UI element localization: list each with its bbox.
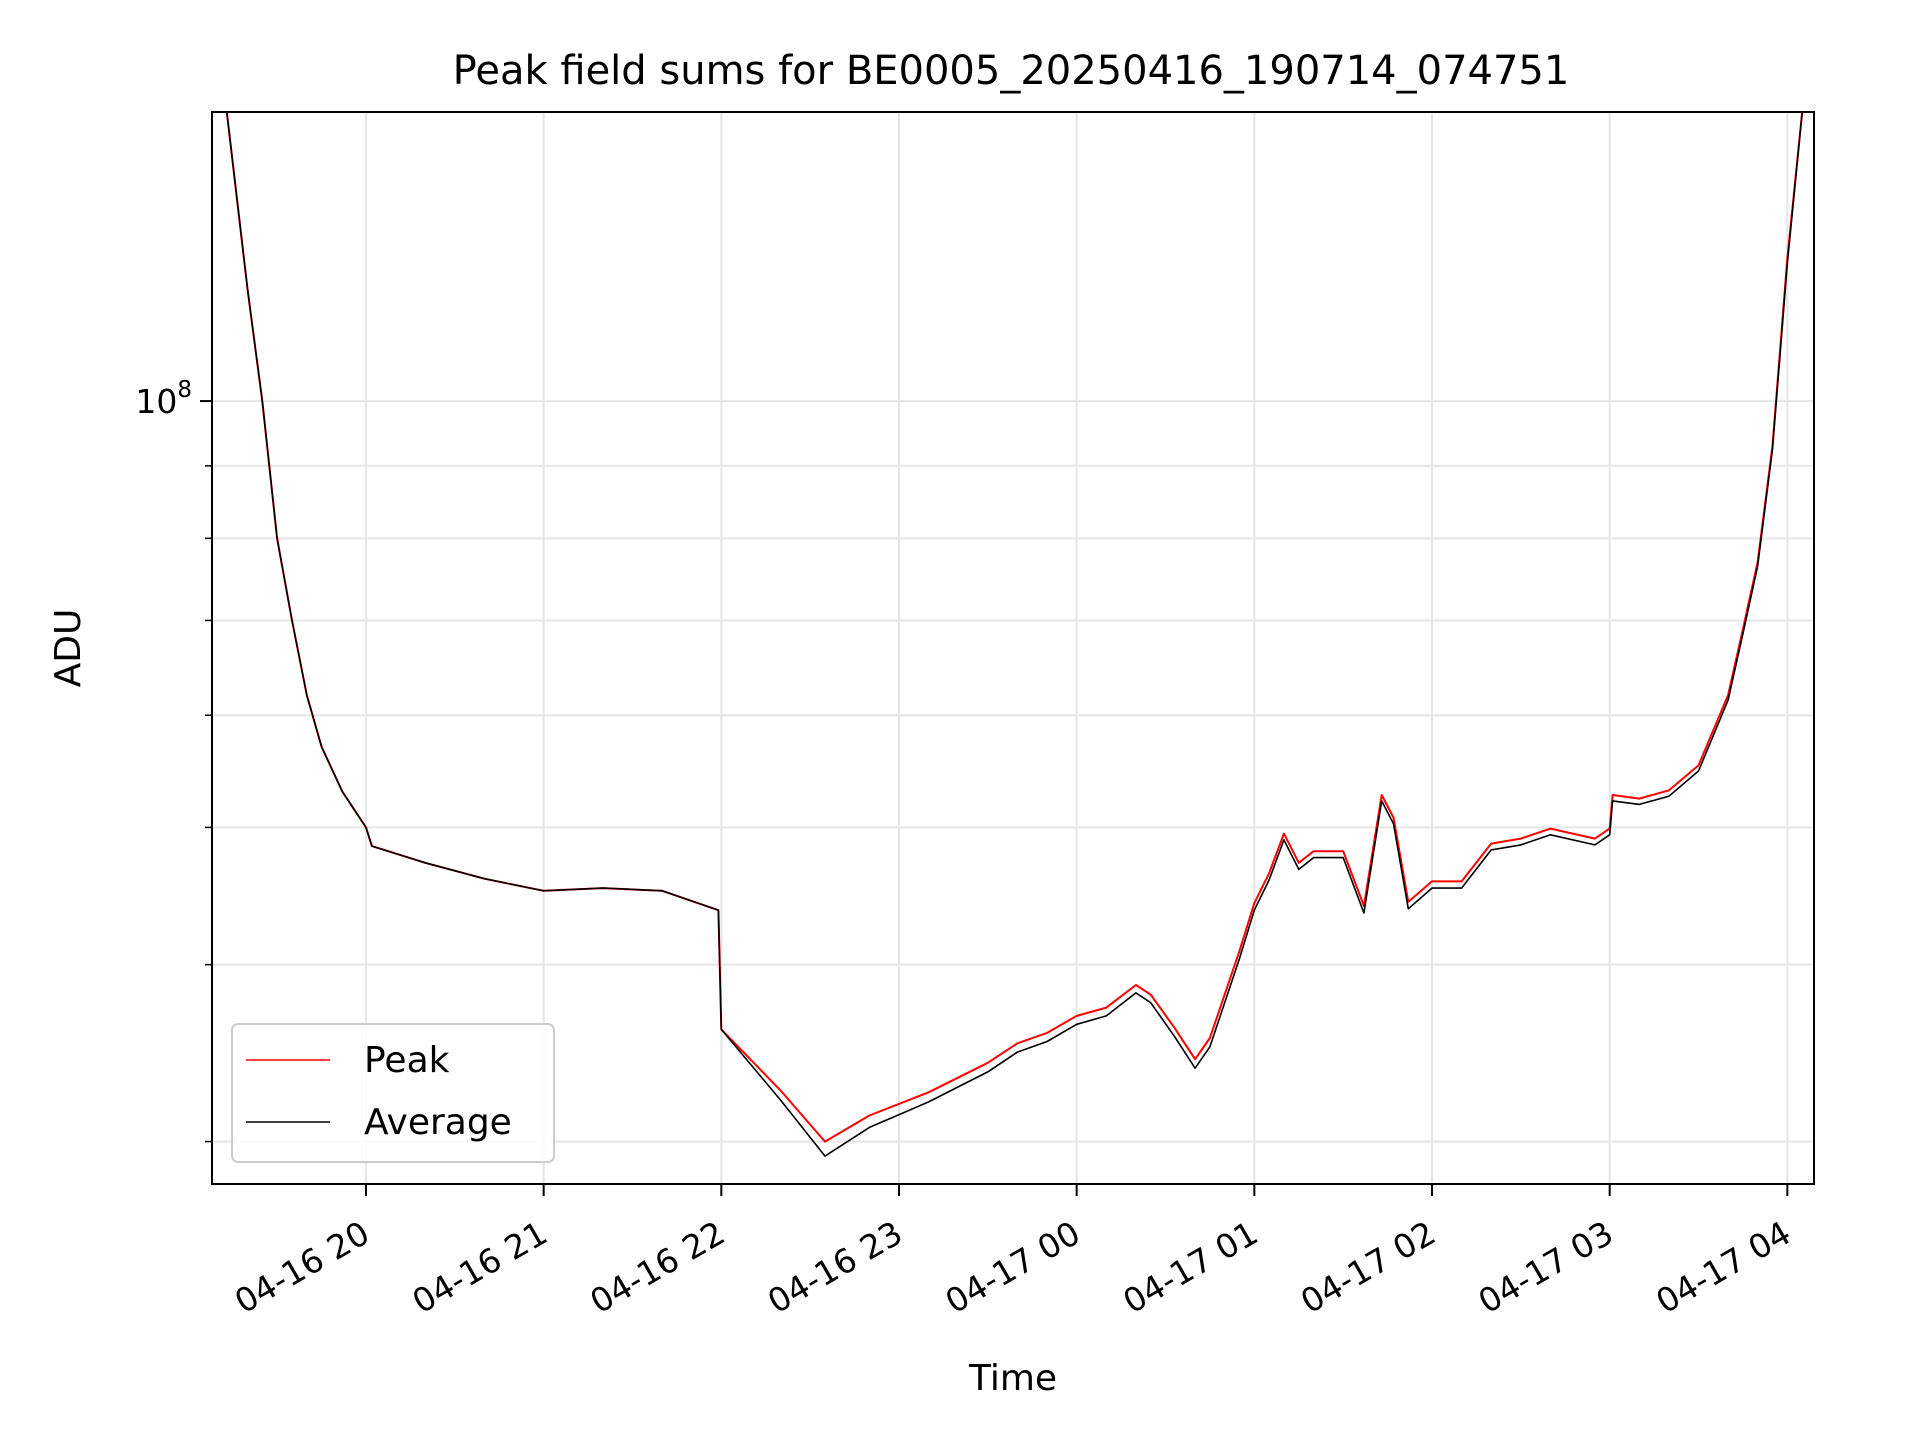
series-layer <box>217 111 1804 1157</box>
legend-peak-label: Peak <box>364 1040 450 1081</box>
x-axis-ticks: 04-16 20 04-16 21 04-16 22 04-16 23 04-17 00… <box>228 1184 1797 1321</box>
x-tick-label: 04-17 00 <box>939 1213 1087 1321</box>
y-tick-label: 108 <box>135 377 192 421</box>
x-tick-label: 04-16 22 <box>583 1213 731 1321</box>
y-axis-ticks: 108 <box>135 377 212 1143</box>
legend-average-label: Average <box>364 1102 512 1143</box>
plot-frame <box>211 111 1815 1185</box>
series-line-peak <box>217 111 1804 1143</box>
x-tick-label: 04-17 03 <box>1472 1213 1620 1321</box>
grid-lines <box>212 112 1814 1184</box>
x-tick-label: 04-16 20 <box>228 1213 376 1321</box>
chart-title: Peak field sums for BE0005_20250416_1907… <box>453 48 1570 94</box>
series-line-average <box>217 111 1803 1157</box>
x-tick-label: 04-16 23 <box>761 1213 909 1321</box>
x-axis-label: Time <box>968 1358 1057 1399</box>
x-tick-label: 04-17 02 <box>1294 1213 1442 1321</box>
x-tick-label: 04-17 01 <box>1116 1213 1264 1321</box>
x-tick-label: 04-17 04 <box>1649 1213 1797 1321</box>
y-axis-label: ADU <box>48 609 89 688</box>
legend: Peak Average <box>231 1023 555 1163</box>
legend-box <box>231 1023 555 1163</box>
x-tick-label: 04-16 21 <box>406 1213 554 1321</box>
